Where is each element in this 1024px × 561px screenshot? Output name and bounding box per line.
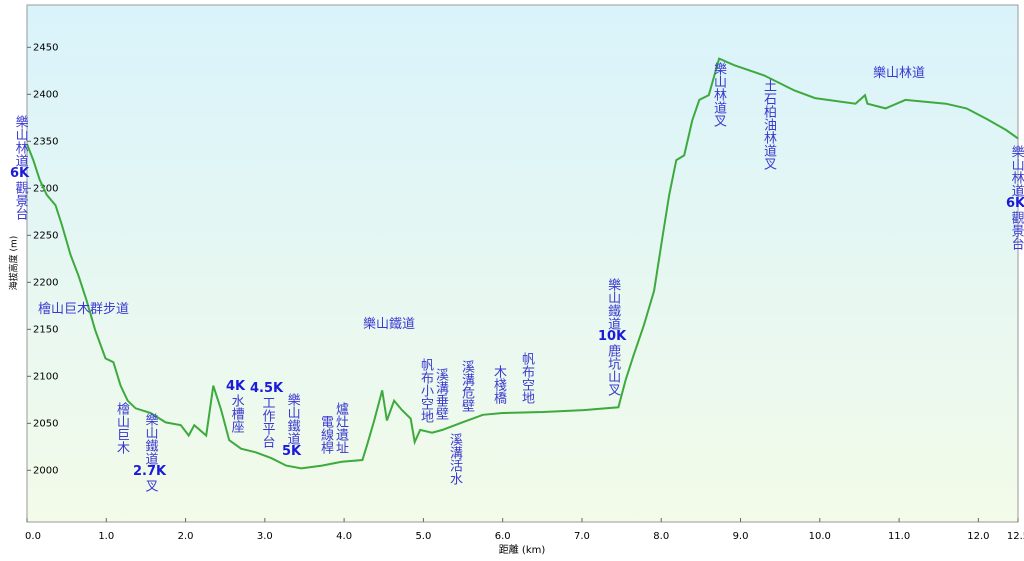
annotation: 檜山巨木群步道: [38, 303, 129, 317]
annotation-text: 2.7K: [133, 464, 167, 479]
x-tick-label: 12.0: [967, 531, 989, 542]
annotation: 樂山鐵道 2.7K 叉: [133, 413, 166, 492]
x-tick-label: 11.0: [888, 531, 910, 542]
annotation-text: 溪溝活水: [447, 433, 462, 485]
annotation: 土石柏油林道叉: [761, 79, 776, 170]
annotation: 帆布空地: [519, 352, 534, 404]
x-tick-label: 1.0: [98, 531, 114, 542]
annotation-text: 10K: [598, 329, 627, 344]
annotation-text: 工作平台: [259, 396, 275, 448]
annotation: 樂山林道 6K 觀景台: [10, 115, 29, 220]
x-tick-label: 10.0: [809, 531, 831, 542]
annotation-text: 樂山鐵道: [142, 413, 158, 465]
y-tick-label: 2350: [33, 136, 58, 147]
annotation: 溪溝活水: [447, 433, 462, 485]
annotation-text: 6K: [1006, 196, 1024, 211]
annotation-text: 樂山林道: [12, 115, 28, 167]
x-tick-label: 12.5: [1007, 531, 1024, 542]
annotation-text: 溪溝危壁: [459, 360, 474, 412]
y-tick-label: 2150: [33, 324, 58, 335]
annotation: 樂山鐵道 10K 鹿坑山叉: [598, 278, 626, 396]
annotation: 檜山巨木: [114, 402, 129, 454]
annotation: 電線桿: [318, 415, 333, 454]
x-tick-label: 3.0: [257, 531, 273, 542]
annotation-text: 樂山鐵道: [605, 278, 621, 330]
annotation-text: 帆布小空地: [418, 358, 433, 423]
x-tick-label: 2.0: [178, 531, 194, 542]
annotation: 樂山林道叉: [711, 62, 726, 127]
x-axis-label: 距離 (km): [499, 543, 546, 556]
annotation: 4.5K 工作平台: [250, 381, 284, 449]
x-tick-label: 0.0: [25, 531, 41, 542]
annotation: 樂山林道 6K 觀景台: [1006, 145, 1024, 250]
annotation-text: 鹿坑山叉: [605, 344, 621, 396]
annotation-text: 木棧橋: [491, 365, 506, 404]
annotation: 樂山鐵道 5K: [282, 393, 301, 459]
x-tick-label: 7.0: [574, 531, 590, 542]
x-tick-label: 4.0: [336, 531, 352, 542]
annotation: 木棧橋: [491, 365, 506, 404]
y-tick-label: 2000: [33, 465, 58, 476]
annotation: 樂山林道: [873, 67, 925, 81]
annotation-text: 爐灶遺址: [333, 402, 348, 454]
annotation-text: 樂山鐵道: [363, 317, 416, 332]
annotation-text: 土石柏油林道叉: [761, 79, 776, 170]
annotation-text: 溪溝垂壁: [433, 368, 448, 420]
annotation-text: 帆布空地: [519, 352, 534, 404]
plot-area: [26, 4, 1019, 523]
annotation-text: 6K: [10, 166, 30, 181]
annotation: 溪溝垂壁: [433, 368, 448, 420]
annotation: 帆布小空地: [418, 358, 433, 423]
annotation-text: 檜山巨木: [114, 402, 129, 454]
annotation-text: 樂山林道: [873, 66, 926, 81]
annotation: 溪溝危壁: [459, 360, 474, 412]
annotation-text: 叉: [142, 479, 158, 492]
annotation: 樂山鐵道: [363, 318, 415, 332]
annotation-text: 水槽座: [228, 394, 244, 433]
y-tick-label: 2400: [33, 89, 58, 100]
y-tick-label: 2100: [33, 371, 58, 382]
annotation: 4K 水槽座: [226, 379, 246, 434]
annotation-text: 樂山林道叉: [711, 62, 726, 127]
y-axis-label: 海拔高度 (m): [8, 236, 20, 291]
annotation-text: 觀景台: [1008, 211, 1024, 250]
annotation-text: 5K: [282, 444, 302, 459]
annotation-text: 電線桿: [318, 415, 333, 454]
x-tick-label: 6.0: [495, 531, 511, 542]
y-tick-label: 2450: [33, 42, 58, 53]
x-tick-label: 5.0: [415, 531, 431, 542]
y-tick-label: 2300: [33, 183, 58, 194]
y-tick-label: 2250: [33, 230, 58, 241]
x-tick-label: 9.0: [733, 531, 749, 542]
annotation-text: 4.5K: [250, 381, 284, 396]
annotation-text: 樂山林道: [1008, 145, 1024, 197]
y-tick-label: 2200: [33, 277, 58, 288]
annotation-text: 觀景台: [12, 181, 28, 220]
annotation: 爐灶遺址: [333, 402, 348, 454]
x-tick-label: 8.0: [653, 531, 669, 542]
annotation-text: 4K: [226, 379, 246, 394]
annotation-text: 樂山鐵道: [284, 393, 300, 445]
annotation-text: 檜山巨木群步道: [38, 302, 130, 317]
y-tick-label: 2050: [33, 418, 58, 429]
elevation-line: [26, 57, 1019, 470]
